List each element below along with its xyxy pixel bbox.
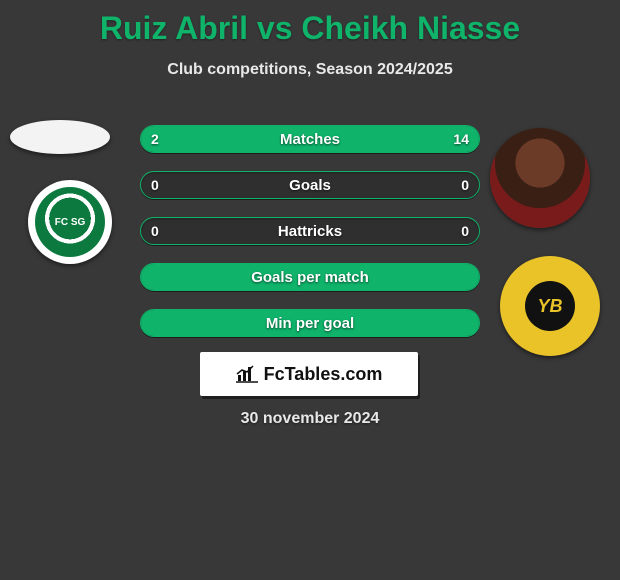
stat-row-goals: 0 Goals 0 <box>140 171 480 199</box>
stat-label: Min per goal <box>141 310 479 336</box>
page-subtitle: Club competitions, Season 2024/2025 <box>0 61 620 79</box>
stat-row-hattricks: 0 Hattricks 0 <box>140 217 480 245</box>
club-right-badge-inner: YB <box>525 281 575 331</box>
bar-chart-icon <box>236 365 258 383</box>
stat-value-right: 0 <box>461 172 469 198</box>
stat-label: Hattricks <box>141 218 479 244</box>
brand-text: FcTables.com <box>264 364 383 385</box>
stat-label: Goals <box>141 172 479 198</box>
stat-label: Goals per match <box>141 264 479 290</box>
player-left-avatar <box>10 120 110 154</box>
club-left-badge <box>28 180 112 264</box>
brand-box: FcTables.com <box>200 352 418 396</box>
stat-row-min-per-goal: Min per goal <box>140 309 480 337</box>
stat-value-right: 14 <box>453 126 469 152</box>
date-label: 30 november 2024 <box>0 410 620 428</box>
player-right-avatar <box>490 128 590 228</box>
page-title: Ruiz Abril vs Cheikh Niasse <box>0 0 620 47</box>
stat-row-goals-per-match: Goals per match <box>140 263 480 291</box>
stat-value-right: 0 <box>461 218 469 244</box>
stat-row-matches: 2 Matches 14 <box>140 125 480 153</box>
club-left-badge-inner <box>35 187 105 257</box>
stat-label: Matches <box>141 126 479 152</box>
club-right-badge: YB <box>500 256 600 356</box>
stats-panel: 2 Matches 14 0 Goals 0 0 Hattricks 0 Goa… <box>140 125 480 355</box>
